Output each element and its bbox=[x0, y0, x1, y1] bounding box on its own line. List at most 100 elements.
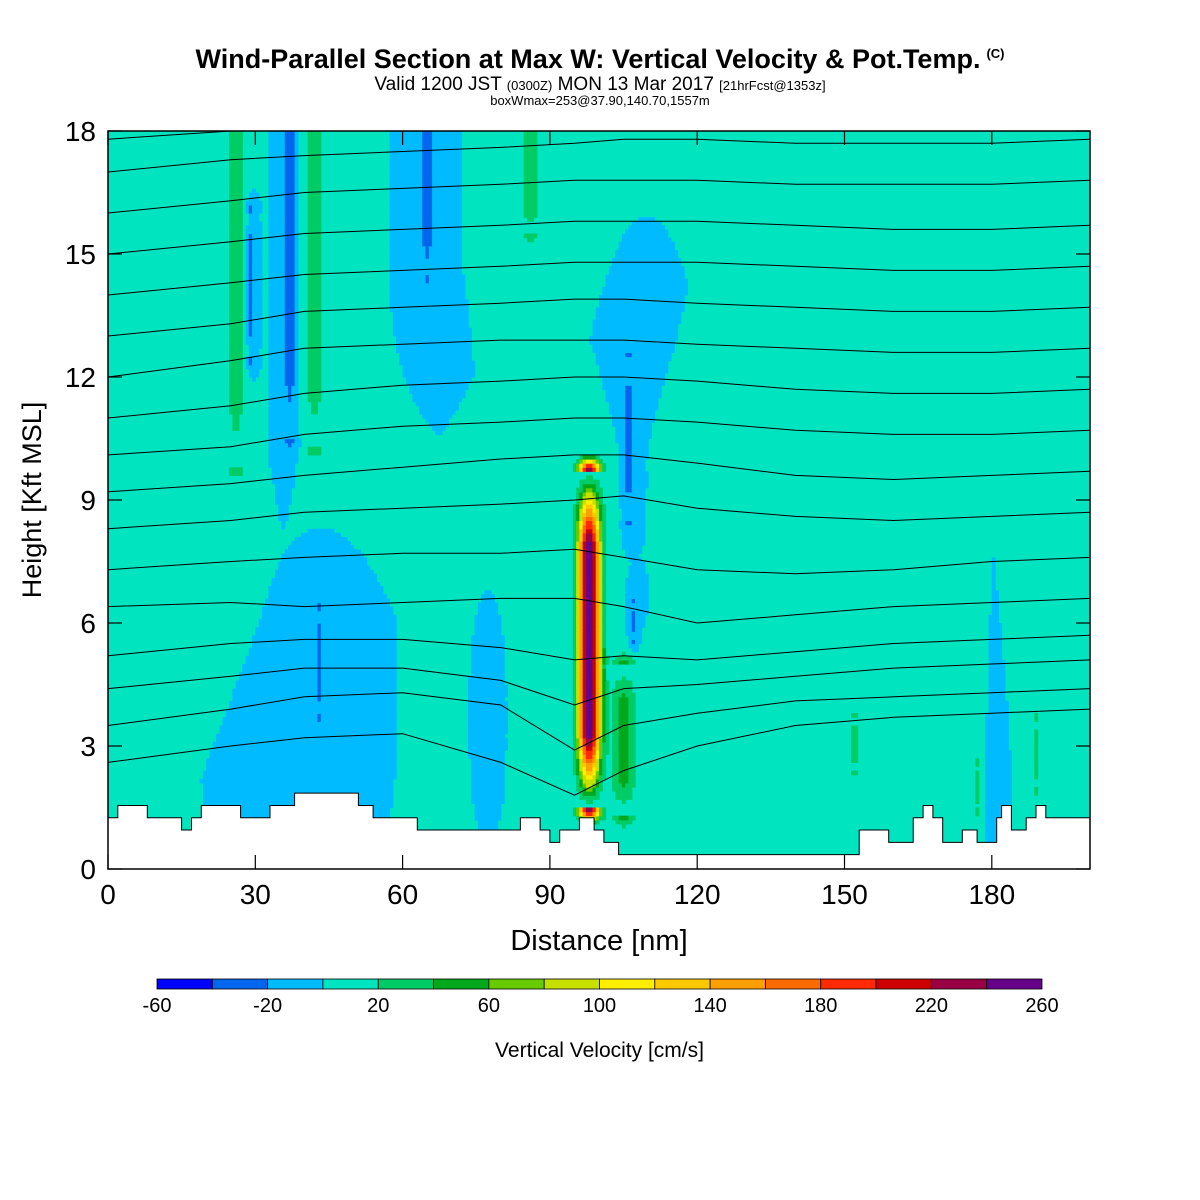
velocity-cell bbox=[602, 733, 607, 739]
velocity-cell bbox=[592, 344, 675, 349]
velocity-cell bbox=[576, 541, 580, 546]
isentrope-line bbox=[108, 220, 1090, 255]
velocity-cell bbox=[432, 241, 463, 247]
velocity-cell bbox=[599, 594, 603, 599]
velocity-cell bbox=[579, 606, 584, 612]
velocity-cell bbox=[605, 737, 610, 743]
velocity-cell bbox=[229, 377, 243, 382]
velocity-cell bbox=[248, 217, 260, 222]
velocity-cell bbox=[592, 659, 597, 665]
velocity-cell bbox=[389, 290, 466, 296]
velocity-cell bbox=[317, 692, 322, 698]
velocity-cell bbox=[595, 807, 600, 813]
velocity-cell bbox=[232, 422, 240, 427]
velocity-cell bbox=[991, 606, 999, 612]
velocity-cell bbox=[268, 208, 286, 214]
velocity-cell bbox=[595, 356, 672, 362]
isentrope-line bbox=[108, 376, 1090, 419]
velocity-cell bbox=[468, 688, 508, 694]
velocity-cell bbox=[422, 241, 433, 247]
velocity-cell bbox=[582, 610, 587, 616]
velocity-cell bbox=[585, 811, 594, 817]
velocity-cell bbox=[320, 717, 397, 722]
velocity-cell bbox=[252, 282, 263, 288]
velocity-cell bbox=[428, 249, 463, 255]
velocity-cell bbox=[422, 147, 433, 153]
velocity-cell bbox=[320, 668, 397, 673]
velocity-cell bbox=[988, 684, 1006, 690]
velocity-cell bbox=[229, 323, 243, 329]
velocity-cell bbox=[625, 442, 633, 448]
velocity-cell bbox=[422, 143, 433, 148]
velocity-cell bbox=[975, 787, 980, 792]
velocity-cell bbox=[602, 377, 666, 382]
colorbar-swatch bbox=[654, 978, 711, 990]
velocity-cell bbox=[612, 422, 626, 427]
velocity-cell bbox=[991, 582, 996, 587]
velocity-cell bbox=[625, 438, 633, 444]
velocity-cell bbox=[248, 307, 253, 312]
x-tick-label: 150 bbox=[821, 879, 868, 910]
velocity-cell bbox=[248, 274, 253, 280]
velocity-cell bbox=[307, 131, 322, 136]
velocity-cell bbox=[605, 393, 626, 399]
velocity-cell bbox=[585, 635, 594, 640]
velocity-cell bbox=[631, 221, 662, 226]
velocity-cell bbox=[592, 536, 597, 542]
velocity-cell bbox=[599, 692, 603, 698]
velocity-cell bbox=[602, 516, 607, 522]
velocity-cell bbox=[278, 504, 289, 509]
velocity-cell bbox=[985, 762, 1013, 768]
velocity-cell bbox=[307, 381, 322, 386]
velocity-cell bbox=[618, 504, 646, 509]
velocity-cell bbox=[248, 233, 253, 239]
velocity-cell bbox=[268, 225, 286, 230]
velocity-cell bbox=[621, 545, 643, 550]
velocity-cell bbox=[576, 528, 580, 534]
velocity-cell bbox=[595, 705, 600, 710]
velocity-cell bbox=[585, 500, 594, 505]
velocity-cell bbox=[572, 598, 577, 604]
velocity-cell bbox=[576, 557, 580, 563]
velocity-cell bbox=[582, 618, 587, 624]
velocity-cell bbox=[422, 172, 433, 177]
velocity-cell bbox=[621, 651, 626, 657]
velocity-cell bbox=[294, 204, 299, 210]
velocity-cell bbox=[625, 430, 633, 435]
velocity-cell bbox=[599, 577, 603, 583]
velocity-cell bbox=[582, 782, 587, 788]
velocity-cell bbox=[602, 545, 607, 550]
velocity-cell bbox=[572, 549, 577, 554]
velocity-cell bbox=[582, 541, 587, 546]
velocity-cell bbox=[268, 348, 286, 353]
velocity-cell bbox=[245, 286, 250, 292]
velocity-cell bbox=[585, 770, 594, 776]
forecast-info: [21hrFcst@1353z] bbox=[719, 78, 826, 93]
velocity-cell bbox=[268, 204, 286, 210]
velocity-cell bbox=[389, 303, 469, 308]
velocity-cell bbox=[268, 336, 286, 341]
velocity-cell bbox=[638, 217, 656, 222]
velocity-cell bbox=[248, 356, 253, 362]
velocity-cell bbox=[229, 159, 243, 165]
velocity-cell bbox=[599, 733, 603, 739]
velocity-cell bbox=[422, 188, 433, 194]
velocity-cell bbox=[1034, 766, 1039, 772]
velocity-cell bbox=[229, 176, 243, 181]
velocity-cell bbox=[625, 586, 649, 591]
velocity-cell bbox=[294, 249, 299, 255]
velocity-cell bbox=[579, 614, 584, 620]
velocity-cell bbox=[268, 180, 286, 185]
velocity-cell bbox=[576, 782, 580, 788]
colorbar-tick-label: 100 bbox=[583, 995, 616, 1017]
velocity-cell bbox=[229, 245, 243, 251]
velocity-cell bbox=[281, 553, 364, 558]
colorbar-swatch bbox=[156, 978, 213, 990]
velocity-cell bbox=[631, 352, 672, 358]
velocity-cell bbox=[284, 327, 296, 333]
colorbar-tick-label: 140 bbox=[693, 995, 726, 1017]
velocity-cell bbox=[320, 627, 397, 632]
velocity-cell bbox=[1034, 774, 1039, 780]
velocity-cell bbox=[582, 725, 587, 731]
velocity-cell bbox=[284, 364, 296, 370]
